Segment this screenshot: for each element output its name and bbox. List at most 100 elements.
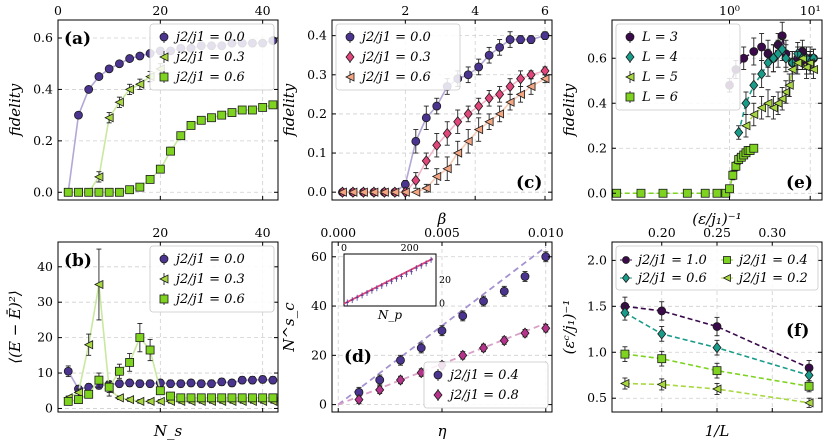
data-point <box>166 379 175 389</box>
data-point <box>657 306 667 316</box>
data-point <box>526 35 536 44</box>
legend-marker <box>625 92 635 102</box>
data-point <box>495 88 505 100</box>
data-point <box>712 188 722 198</box>
inset: 0 200 0 20 N_p <box>341 243 451 322</box>
data-point <box>104 382 114 392</box>
x-tick-label: 4 <box>471 3 479 18</box>
data-point <box>135 379 145 389</box>
x-tick-label: 0.30 <box>758 225 786 240</box>
legend: j2/j1 = 0.4 j2/j1 = 0.8 <box>423 361 549 409</box>
x-tick-label: 40 <box>255 225 271 240</box>
legend-text: j2/j1 = 0.3 <box>173 50 245 65</box>
y-tick-label: 0.0 <box>33 184 53 199</box>
legend-marker <box>159 294 169 304</box>
legend: j2/j1 = 0.0 j2/j1 = 0.3 j2/j1 = 0.6 <box>149 245 275 313</box>
legend-box <box>615 23 741 111</box>
y-tick-label: 0.2 <box>33 133 53 148</box>
data-point <box>237 105 247 115</box>
data-point <box>135 333 145 343</box>
data-point <box>804 369 814 381</box>
y-tick-label: 0.4 <box>307 28 327 43</box>
legend-marker <box>159 32 169 42</box>
data-point <box>125 358 135 367</box>
data-point <box>155 386 165 396</box>
panel-label: (a) <box>64 29 91 49</box>
x-tick-label: 0.010 <box>528 225 564 240</box>
legend-marker <box>433 389 443 401</box>
data-point <box>411 136 421 146</box>
legend: L = 3 L = 4 L = 5 L = 6 <box>615 23 741 111</box>
legend-text: j2/j1 = 0.6 <box>173 292 245 307</box>
y-axis-label: ⟨(E − Ē)²⟩ <box>6 290 24 363</box>
plot-area <box>63 248 278 407</box>
data-point <box>375 375 385 385</box>
data-point <box>474 100 484 112</box>
legend-text: L = 4 <box>641 50 678 65</box>
data-point <box>768 103 778 113</box>
data-point <box>217 393 227 403</box>
data-point <box>499 286 509 296</box>
series-line-2 <box>624 312 810 377</box>
data-point <box>442 127 452 140</box>
y-tick-label: 40 <box>311 298 327 313</box>
legend-text: j2/j1 = 0.2 <box>736 271 808 286</box>
x-tick-label: 0.005 <box>424 225 460 240</box>
data-point <box>207 379 216 389</box>
data-point <box>379 187 389 197</box>
inset-y-tick-label: 0 <box>439 299 445 310</box>
data-point <box>196 115 206 125</box>
x-tick-label: 0.20 <box>648 225 676 240</box>
data-point <box>74 395 83 405</box>
data-point <box>369 187 379 197</box>
legend-marker <box>345 72 355 82</box>
plot-area <box>620 296 814 408</box>
data-point <box>749 47 759 56</box>
data-point <box>258 393 268 403</box>
y-tick-label: 1.5 <box>587 298 607 313</box>
data-point <box>114 59 124 69</box>
legend-text: j2/j1 = 0.6 <box>173 70 245 85</box>
series-line-0 <box>728 33 814 86</box>
data-point <box>479 296 488 306</box>
legend-text: L = 3 <box>641 30 678 45</box>
data-point <box>94 172 104 182</box>
data-point <box>505 97 515 107</box>
legend-marker <box>433 370 443 380</box>
y-tick-label: 0.1 <box>307 145 327 160</box>
data-point <box>217 377 227 387</box>
data-point <box>227 393 237 403</box>
panel-label: (c) <box>516 173 542 193</box>
y-tick-label: 60 <box>311 249 327 264</box>
inset-x-label: N_p <box>377 308 403 322</box>
data-point <box>411 174 421 187</box>
x-tick-label: 40 <box>255 3 271 18</box>
legend-text: j2/j1 = 0.0 <box>173 252 245 267</box>
data-point <box>416 343 426 353</box>
data-point <box>186 121 196 130</box>
data-point <box>124 84 135 95</box>
legend-marker <box>622 256 630 264</box>
y-tick-label: 0.0 <box>307 184 327 199</box>
data-point <box>473 124 484 135</box>
data-point <box>358 187 368 197</box>
data-point <box>728 170 738 180</box>
x-tick-label: 0 <box>54 3 62 18</box>
data-point <box>227 378 237 388</box>
data-point <box>781 52 791 64</box>
data-point <box>748 109 759 120</box>
data-point <box>104 64 114 74</box>
data-point <box>478 342 489 354</box>
data-point <box>763 57 773 69</box>
data-point <box>134 79 145 89</box>
data-point <box>777 43 787 55</box>
data-point <box>763 98 773 108</box>
panel-c: 2 4 6 0.0 0.1 0.2 0.3 0.4 β fidelity (c) j2/j1 = 0.… <box>280 3 553 228</box>
y-tick-label: 40 <box>37 259 53 274</box>
data-point <box>145 175 155 184</box>
axes-frame <box>57 19 279 201</box>
y-tick-label: 0 <box>45 400 53 415</box>
y-tick-label: 0 <box>319 397 327 412</box>
series-line-2 <box>342 77 546 193</box>
y-tick-label: 2.0 <box>587 252 607 267</box>
